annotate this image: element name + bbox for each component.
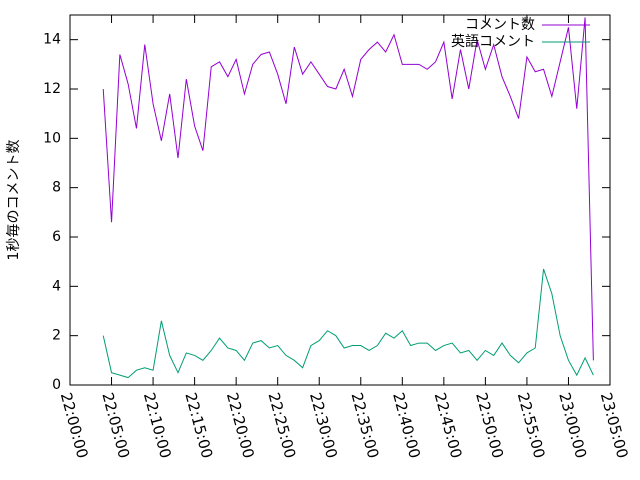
legend-label: 英語コメント bbox=[451, 33, 535, 50]
y-tick-label: 4 bbox=[52, 278, 61, 294]
data-line bbox=[102, 17, 594, 361]
x-tick-label: 22:10:00 bbox=[140, 391, 175, 461]
y-tick-label: 0 bbox=[52, 377, 61, 393]
y-tick-label: 8 bbox=[52, 180, 61, 196]
x-tick-label: 22:45:00 bbox=[431, 391, 466, 461]
y-tick-label: 12 bbox=[43, 81, 61, 97]
plot-frame bbox=[69, 14, 611, 386]
y-axis-label: 1秒毎のコメント数 bbox=[6, 140, 22, 261]
x-tick-label: 22:00:00 bbox=[57, 391, 92, 461]
x-tick-label: 22:50:00 bbox=[472, 391, 507, 461]
x-tick-label: 22:20:00 bbox=[223, 391, 258, 461]
y-tick-label: 6 bbox=[52, 229, 61, 245]
data-line bbox=[102, 268, 594, 379]
x-tick-label: 22:30:00 bbox=[306, 391, 341, 461]
x-tick-label: 22:40:00 bbox=[389, 391, 424, 461]
x-tick-label: 22:35:00 bbox=[348, 391, 383, 461]
y-tick-label: 2 bbox=[52, 328, 61, 344]
legend-label: コメント数 bbox=[465, 17, 535, 33]
x-tick-label: 22:25:00 bbox=[264, 391, 299, 461]
y-tick-label: 14 bbox=[43, 32, 61, 48]
y-tick-label: 10 bbox=[43, 130, 61, 146]
x-tick-label: 23:05:00 bbox=[597, 391, 632, 461]
x-tick-label: 23:00:00 bbox=[555, 391, 590, 461]
x-tick-label: 22:55:00 bbox=[514, 391, 549, 461]
x-tick-label: 22:15:00 bbox=[181, 391, 216, 461]
x-tick-label: 22:05:00 bbox=[98, 391, 133, 461]
